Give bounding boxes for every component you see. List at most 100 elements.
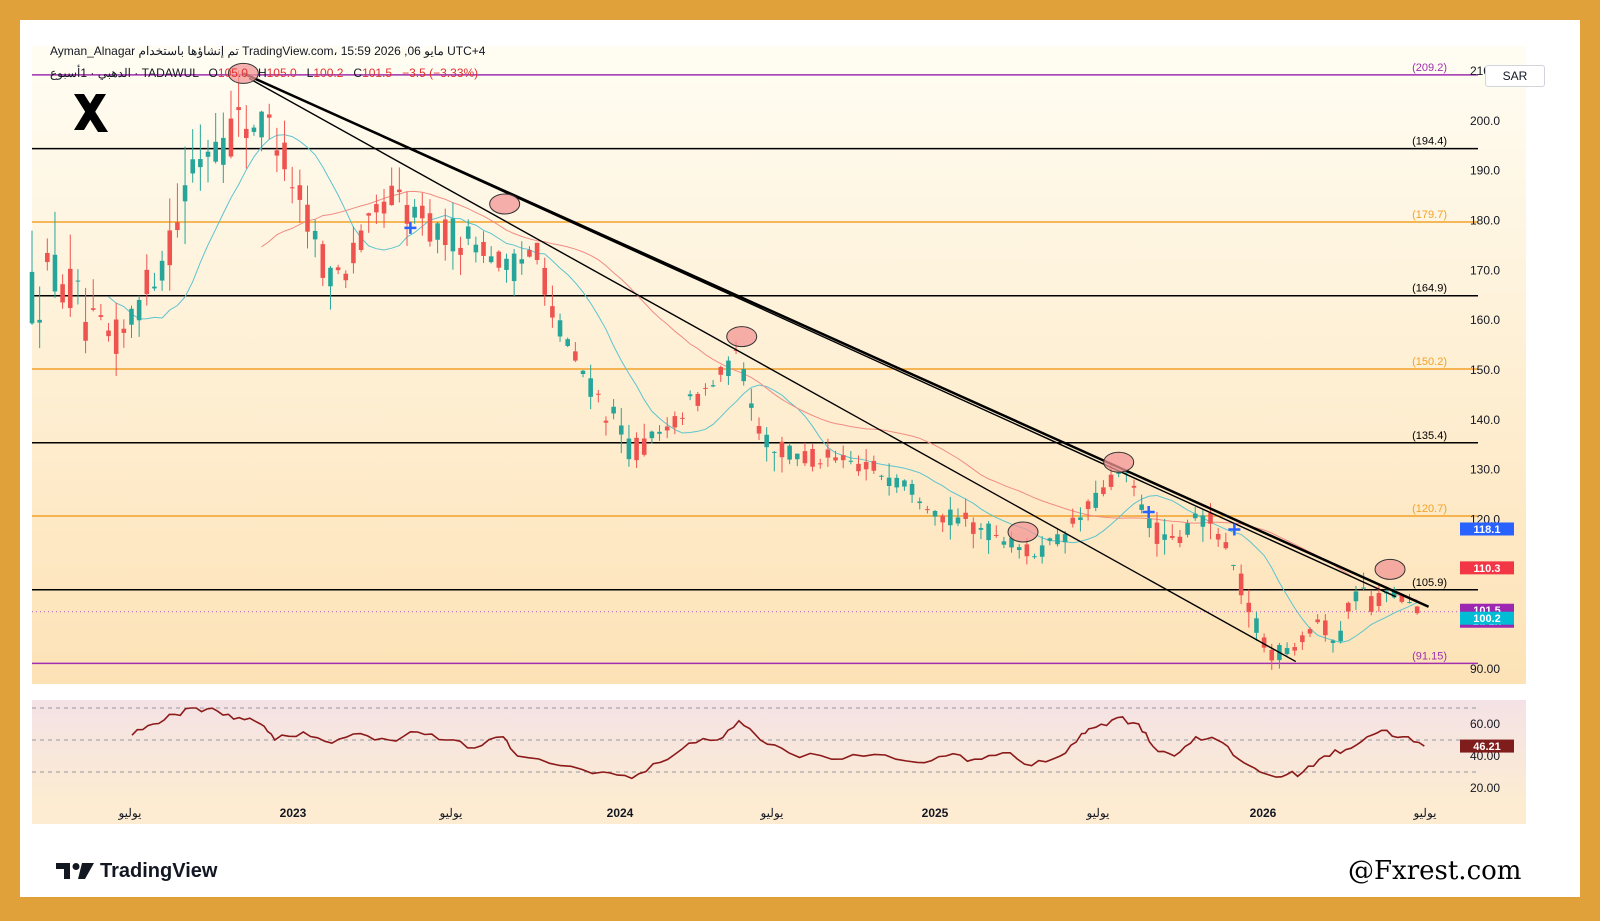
candle[interactable] — [1323, 620, 1328, 636]
candle[interactable] — [1001, 541, 1007, 545]
candle[interactable] — [473, 244, 479, 253]
candle[interactable] — [611, 406, 616, 414]
candle[interactable] — [136, 299, 142, 321]
candle[interactable] — [511, 253, 517, 282]
candle[interactable] — [1407, 602, 1412, 604]
candle[interactable] — [596, 393, 601, 395]
candle[interactable] — [412, 206, 417, 218]
candle[interactable] — [527, 249, 532, 257]
candle[interactable] — [649, 431, 655, 439]
symbol-info[interactable]: الدهبي · 1أسبوع · TADAWUL — [50, 66, 199, 80]
candle[interactable] — [1368, 596, 1374, 612]
candle[interactable] — [902, 480, 907, 487]
touch-point-circle[interactable] — [1374, 558, 1406, 580]
candle[interactable] — [971, 522, 976, 534]
candle[interactable] — [664, 426, 670, 431]
candle[interactable] — [955, 517, 961, 524]
candle[interactable] — [948, 509, 953, 526]
currency-button[interactable]: SAR — [1485, 65, 1545, 87]
candle[interactable] — [1047, 538, 1053, 541]
candle[interactable] — [687, 394, 693, 397]
candle[interactable] — [1307, 629, 1313, 634]
candle[interactable] — [488, 256, 494, 263]
candle[interactable] — [519, 259, 525, 264]
candle[interactable] — [450, 218, 456, 252]
trendline[interactable] — [243, 72, 1397, 598]
candle[interactable] — [297, 185, 303, 200]
candle[interactable] — [481, 241, 486, 256]
candle[interactable] — [305, 204, 310, 232]
candle[interactable] — [764, 434, 769, 448]
candle[interactable] — [573, 351, 578, 361]
candle[interactable] — [741, 369, 746, 382]
candle[interactable] — [1208, 512, 1213, 524]
candle[interactable] — [1016, 547, 1022, 551]
candle[interactable] — [98, 315, 104, 317]
candle[interactable] — [856, 463, 861, 472]
candle[interactable] — [703, 387, 708, 389]
candle[interactable] — [1238, 573, 1244, 596]
candle[interactable] — [1116, 472, 1121, 474]
candle[interactable] — [1169, 536, 1175, 538]
candle[interactable] — [29, 271, 35, 324]
candle[interactable] — [1154, 522, 1160, 544]
candle[interactable] — [335, 267, 341, 271]
candle[interactable] — [458, 247, 463, 255]
candle[interactable] — [932, 510, 938, 517]
candle[interactable] — [1269, 649, 1275, 661]
candle[interactable] — [1330, 640, 1336, 644]
candle[interactable] — [848, 460, 854, 462]
candle[interactable] — [106, 330, 111, 337]
candle[interactable] — [397, 189, 402, 193]
candle[interactable] — [603, 420, 609, 423]
candle[interactable] — [1376, 593, 1382, 606]
candle[interactable] — [289, 187, 295, 189]
candle[interactable] — [680, 417, 685, 419]
candle[interactable] — [565, 339, 570, 346]
touch-point-circle[interactable] — [489, 193, 521, 215]
touch-point-circle[interactable] — [1007, 521, 1039, 543]
touch-point-circle[interactable] — [726, 326, 758, 348]
candle[interactable] — [894, 477, 900, 488]
candle[interactable] — [1200, 515, 1206, 527]
candle[interactable] — [657, 431, 662, 434]
candle[interactable] — [152, 286, 157, 289]
candle[interactable] — [986, 523, 991, 541]
candle[interactable] — [1315, 619, 1320, 623]
candle[interactable] — [917, 501, 923, 504]
candle[interactable] — [978, 528, 984, 530]
candle[interactable] — [37, 319, 42, 323]
candle[interactable] — [45, 252, 50, 263]
candle[interactable] — [863, 462, 869, 470]
candle[interactable] — [940, 515, 945, 523]
candle[interactable] — [243, 128, 249, 139]
candle[interactable] — [1231, 564, 1236, 566]
candle[interactable] — [1070, 517, 1076, 524]
candle[interactable] — [626, 438, 632, 460]
candle[interactable] — [1353, 591, 1359, 602]
candle[interactable] — [772, 451, 777, 453]
candle[interactable] — [90, 308, 96, 310]
candle[interactable] — [358, 230, 364, 250]
candle[interactable] — [1391, 589, 1397, 598]
candle[interactable] — [580, 370, 586, 374]
candle[interactable] — [182, 185, 188, 202]
candle[interactable] — [159, 260, 165, 281]
candle[interactable] — [1039, 545, 1045, 557]
touch-point-circle[interactable] — [1103, 451, 1135, 473]
candle[interactable] — [833, 457, 838, 461]
candle[interactable] — [121, 328, 127, 333]
candle[interactable] — [282, 142, 287, 170]
candle[interactable] — [1399, 595, 1405, 602]
candle[interactable] — [404, 204, 410, 224]
candle[interactable] — [802, 451, 808, 464]
price-chart[interactable]: (209.2) (194.4) (179.7) (164.9) (150.2) (135.… — [20, 20, 1580, 897]
candle[interactable] — [1147, 518, 1152, 529]
candle[interactable] — [794, 453, 800, 460]
candle[interactable] — [1261, 637, 1267, 648]
candle[interactable] — [1177, 536, 1183, 544]
candle[interactable] — [1246, 602, 1252, 613]
candle[interactable] — [1192, 513, 1198, 519]
candle[interactable] — [618, 425, 624, 435]
candle[interactable] — [634, 437, 639, 461]
